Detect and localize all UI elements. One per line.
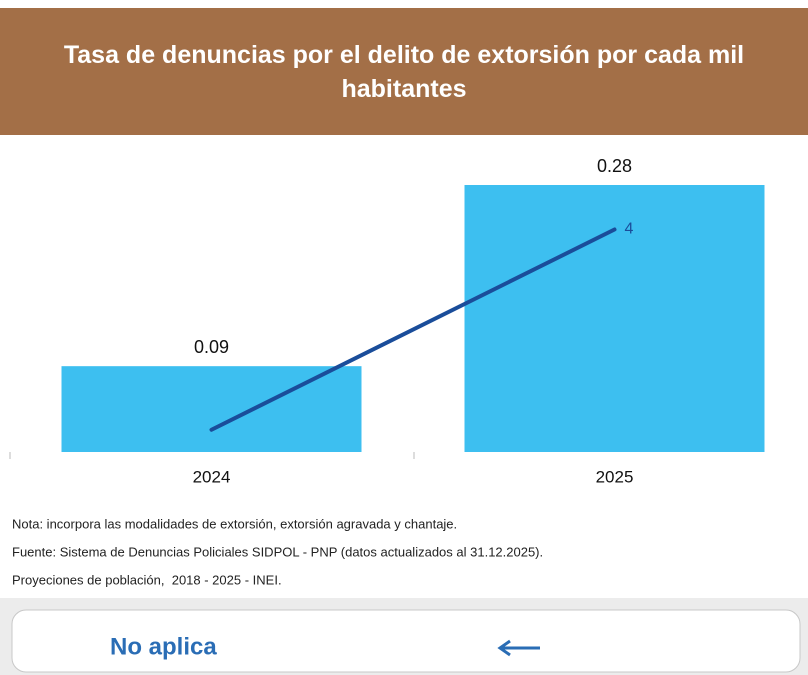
button-label[interactable]: No aplica bbox=[110, 633, 217, 660]
note: Fuente: Sistema de Denuncias Policiales … bbox=[12, 544, 543, 559]
header: Tasa de denuncias por el delito de extor… bbox=[0, 8, 808, 135]
button[interactable] bbox=[11, 609, 801, 673]
back-arrow[interactable] bbox=[497, 639, 540, 657]
chart-title: Tasa de denuncias por el delito de extor… bbox=[63, 40, 745, 103]
data-label: 4 bbox=[625, 221, 634, 238]
data-label: 0.28 bbox=[597, 156, 632, 176]
x-tick-label: 2024 bbox=[193, 467, 231, 486]
note: Proyeciones de población, 2018 - 2025 - … bbox=[12, 572, 282, 587]
bar bbox=[464, 185, 765, 452]
data-label: 0.09 bbox=[194, 337, 229, 357]
note: Nota: incorpora las modalidades de extor… bbox=[12, 516, 457, 531]
line bbox=[209, 227, 617, 432]
x-tick-label: 2025 bbox=[596, 467, 634, 486]
